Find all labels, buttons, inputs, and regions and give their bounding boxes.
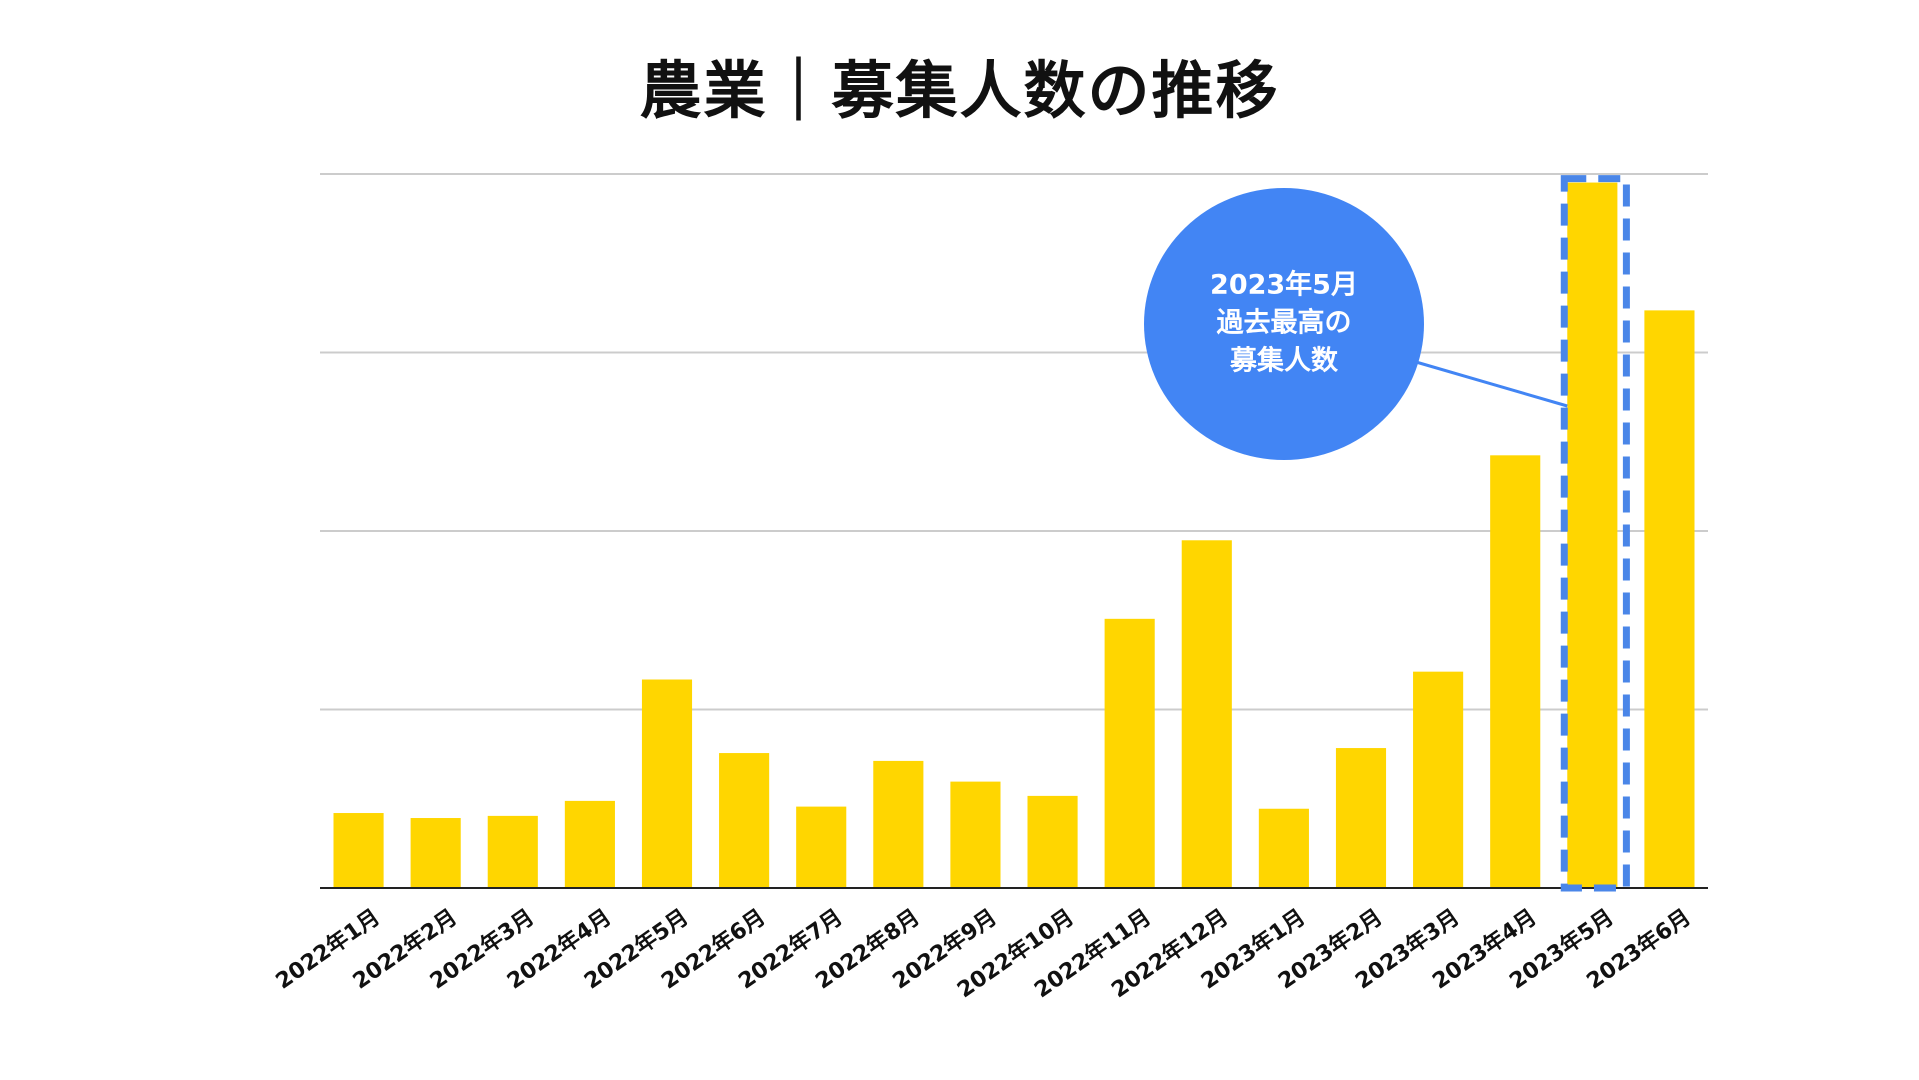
- bar: [1181, 540, 1232, 888]
- bar: [1335, 748, 1387, 888]
- x-tick-labels: 2022年1月2022年2月2022年3月2022年4月2022年5月2022年…: [271, 904, 1696, 1003]
- bars: [333, 182, 1695, 888]
- bar: [487, 815, 538, 888]
- gridlines: [320, 173, 1708, 711]
- chart-title: 農業｜募集人数の推移: [639, 54, 1280, 127]
- bar: [719, 753, 770, 888]
- bar: [873, 760, 924, 888]
- bar: [1567, 182, 1618, 888]
- bar: [410, 818, 461, 888]
- bar: [1490, 455, 1541, 888]
- bar: [1027, 795, 1078, 888]
- bar: [1413, 671, 1464, 888]
- callout-leader-line: [1415, 360, 1568, 408]
- bar: [333, 813, 384, 888]
- bar: [564, 800, 615, 888]
- callout-bubble: [1144, 188, 1424, 460]
- bar: [1104, 618, 1155, 888]
- highlight: [1560, 175, 1630, 892]
- callout-text-line: 募集人数: [1229, 345, 1339, 377]
- bar: [641, 679, 693, 888]
- bar: [1644, 310, 1695, 888]
- callout-text-line: 過去最高の: [1217, 307, 1352, 339]
- highlight-box: [1560, 175, 1630, 892]
- bar: [950, 781, 1001, 888]
- bar: [796, 806, 847, 888]
- callout-text-line: 2023年5月: [1210, 269, 1358, 301]
- bar: [1258, 808, 1309, 888]
